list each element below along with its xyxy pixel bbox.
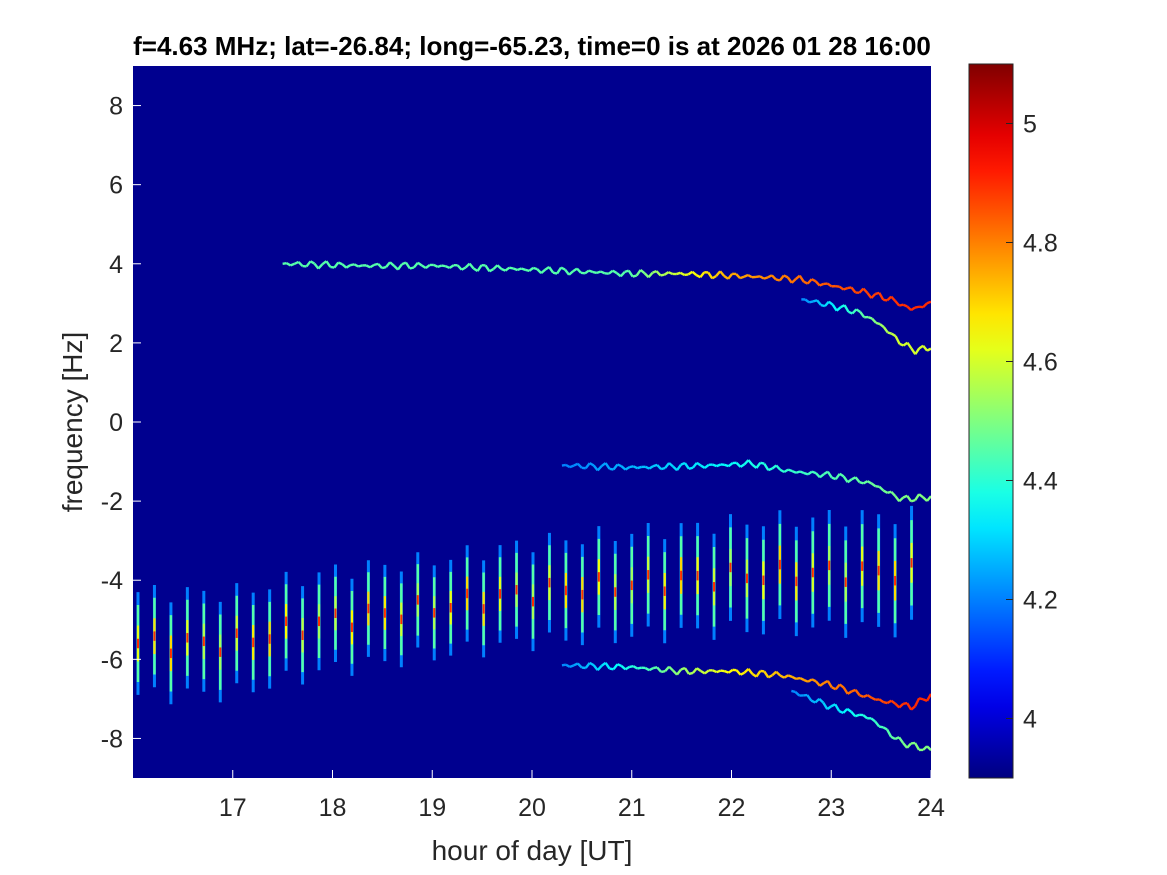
y-tick-label: 2 bbox=[109, 330, 123, 358]
heatmap-background bbox=[133, 66, 931, 778]
colorbar-tick-label: 4.2 bbox=[1023, 587, 1058, 615]
x-tick-label: 23 bbox=[817, 794, 845, 822]
y-tick-label: 6 bbox=[109, 172, 123, 200]
colorbar-tick-label: 4.6 bbox=[1023, 349, 1058, 377]
y-tick-label: -4 bbox=[101, 567, 123, 595]
trace-line bbox=[801, 298, 931, 355]
trace-line bbox=[561, 459, 931, 503]
x-axis-ticks: 17 18 19 20 21 22 23 24 bbox=[219, 770, 945, 822]
colorbar-tick-label: 5 bbox=[1023, 111, 1037, 139]
colorbar-gradient bbox=[968, 63, 1014, 779]
x-tick-label: 18 bbox=[319, 794, 347, 822]
y-tick-label: 8 bbox=[109, 93, 123, 121]
y-tick-label: -6 bbox=[101, 646, 123, 674]
y-axis-ticks: -8 -6 -4 -2 0 2 4 6 8 bbox=[101, 93, 141, 753]
x-tick-label: 21 bbox=[618, 794, 646, 822]
y-axis-label: frequency [Hz] bbox=[57, 332, 88, 513]
x-tick-label: 19 bbox=[418, 794, 446, 822]
heatmap-plot-area bbox=[133, 66, 931, 778]
colorbar-tick-label: 4.4 bbox=[1023, 468, 1058, 496]
colorbar-ticks: 4 4.2 4.4 4.6 4.8 5 bbox=[1006, 111, 1058, 734]
trace-line bbox=[282, 260, 931, 312]
trace-line bbox=[791, 689, 931, 752]
colorbar-tick-label: 4 bbox=[1023, 706, 1037, 734]
x-tick-label: 24 bbox=[917, 794, 945, 822]
y-tick-label: 4 bbox=[109, 251, 123, 279]
x-tick-label: 22 bbox=[718, 794, 746, 822]
colorbar-tick-label: 4.8 bbox=[1023, 230, 1058, 258]
x-tick-label: 17 bbox=[219, 794, 247, 822]
trace-series bbox=[282, 260, 931, 752]
chart-title: f=4.63 MHz; lat=-26.84; long=-65.23, tim… bbox=[133, 31, 931, 61]
pulse-series bbox=[136, 505, 914, 705]
y-tick-label: -8 bbox=[101, 725, 123, 753]
y-tick-label: 0 bbox=[109, 409, 123, 437]
y-tick-label: -2 bbox=[101, 488, 123, 516]
colorbar: 4 4.2 4.4 4.6 4.8 5 bbox=[968, 63, 1058, 779]
x-tick-label: 20 bbox=[518, 794, 546, 822]
trace-line bbox=[561, 661, 931, 711]
x-axis-label: hour of day [UT] bbox=[432, 835, 633, 866]
